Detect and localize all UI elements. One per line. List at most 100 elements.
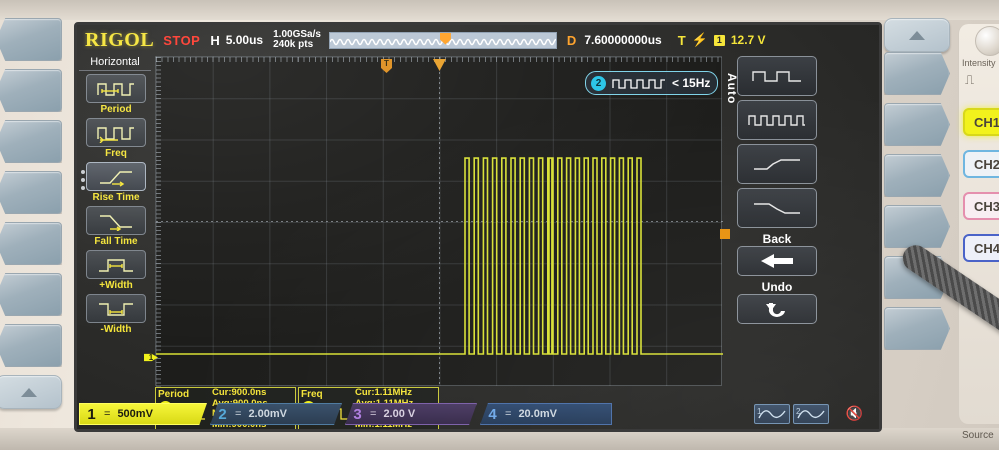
measurement-period-title: Period xyxy=(158,389,190,400)
waveform-icon xyxy=(797,410,825,419)
vertical-center-line xyxy=(439,57,440,387)
right-softkey-3[interactable] xyxy=(884,154,950,197)
channel-1-status[interactable]: 1 = 500mV xyxy=(79,403,207,425)
memory-trigger-marker[interactable] xyxy=(439,32,451,45)
freq-counter-channel: 2 xyxy=(591,75,606,91)
channel-4-status[interactable]: 4 = 20.0mV xyxy=(480,403,612,425)
left-softkey-5[interactable] xyxy=(0,222,62,265)
horizontal-section[interactable]: H 5.00us xyxy=(210,33,263,48)
trigger-level-marker[interactable] xyxy=(720,229,730,239)
waveform-grid[interactable]: T 1 xyxy=(144,56,730,387)
left-softkey-4[interactable] xyxy=(0,171,62,214)
bezel-bottom-edge xyxy=(0,428,999,450)
scroll-dots-icon xyxy=(81,170,85,194)
left-softkey-1[interactable] xyxy=(0,18,62,61)
channel-3-coupling: = xyxy=(370,408,377,420)
channel-1-scale: 500mV xyxy=(117,408,153,420)
auto-label: Auto xyxy=(725,73,739,105)
submenu-item-pulse-train[interactable] xyxy=(737,100,817,140)
frequency-counter-badge[interactable]: 2 < 15Hz xyxy=(585,71,718,95)
measurement-freq-title: Freq xyxy=(301,389,323,400)
submenu-item-fall-edge[interactable] xyxy=(737,188,817,228)
pulse-train-icon xyxy=(612,78,665,89)
intensity-knob[interactable] xyxy=(975,26,999,56)
menu-label-positive-width: +Width xyxy=(99,280,133,291)
source-icons: 1 2 xyxy=(754,404,829,424)
submenu-label-undo: Undo xyxy=(761,280,793,294)
trigger-level-value: 12.7 V xyxy=(730,33,766,47)
channel-2-number: 2 xyxy=(218,405,227,423)
source-label: Source xyxy=(962,430,994,441)
right-softkey-4[interactable] xyxy=(884,205,950,248)
run-state-badge[interactable]: STOP xyxy=(163,32,201,48)
right-softkey-1[interactable] xyxy=(884,52,950,95)
horizontal-label: H xyxy=(210,32,220,48)
channel-4-coupling: = xyxy=(505,408,512,420)
trigger-section[interactable]: T ⚡ 1 12.7 V xyxy=(678,32,766,48)
source-icon-2[interactable]: 2 xyxy=(793,404,829,424)
source-icon-2-label: 2 xyxy=(796,407,801,416)
menu-item-period[interactable]: Period xyxy=(86,74,146,115)
memory-depth-value: 240k pts xyxy=(273,39,314,50)
channel-1-number: 1 xyxy=(87,405,96,423)
menu-item-negative-width[interactable]: -Width xyxy=(86,294,146,335)
menu-item-positive-width[interactable]: +Width xyxy=(86,250,146,291)
positive-duty-icon xyxy=(737,56,817,96)
speaker-mute-icon[interactable]: 🔇 xyxy=(845,405,863,421)
right-control-panel xyxy=(958,24,999,424)
menu-label-fall-time: Fall Time xyxy=(94,236,138,247)
left-softkey-3[interactable] xyxy=(0,120,62,163)
channel-3-number: 3 xyxy=(353,405,362,423)
channel-4-number: 4 xyxy=(488,405,497,423)
left-softkey-column xyxy=(0,18,68,432)
fall-time-icon xyxy=(86,206,146,235)
rise-time-icon xyxy=(86,162,146,191)
acquisition-info: 1.00GSa/s 240k pts xyxy=(273,29,321,51)
channel-1-ground-marker[interactable]: 1 xyxy=(144,353,158,362)
menu-item-rise-time[interactable]: Rise Time xyxy=(81,162,146,203)
menu-item-freq[interactable]: Freq xyxy=(86,118,146,159)
period-icon xyxy=(86,74,146,103)
channel-2-status[interactable]: 2 = 2.00mV xyxy=(210,403,342,425)
submenu-item-undo[interactable]: Undo xyxy=(737,280,817,324)
right-page-up-button[interactable] xyxy=(884,18,950,52)
channel-4-scale: 20.0mV xyxy=(518,408,557,420)
submenu-label-back: Back xyxy=(762,232,792,246)
back-arrow-icon xyxy=(737,246,817,276)
channel-3-scale: 2.00 V xyxy=(383,408,416,420)
left-softkey-6[interactable] xyxy=(0,273,62,316)
left-softkey-2[interactable] xyxy=(0,69,62,112)
right-softkey-column xyxy=(884,18,956,432)
measure-menu-header: Horizontal xyxy=(79,55,151,71)
horizontal-scale-value: 5.00us xyxy=(225,33,264,47)
left-page-up-button[interactable] xyxy=(0,375,62,409)
right-softkey-6[interactable] xyxy=(884,307,950,350)
channel-1-trace xyxy=(156,157,723,355)
memory-navigation-bar[interactable] xyxy=(328,31,557,49)
right-softkey-2[interactable] xyxy=(884,103,950,146)
channel-3-status[interactable]: 3 = 2.00 V xyxy=(345,403,477,425)
menu-item-fall-time[interactable]: Fall Time xyxy=(86,206,146,247)
submenu-item-rise-edge[interactable] xyxy=(737,144,817,184)
trigger-position-marker[interactable]: T xyxy=(381,59,392,73)
measure-submenu: Back Undo xyxy=(737,56,817,401)
menu-label-freq: Freq xyxy=(105,148,127,159)
menu-label-period: Period xyxy=(100,104,132,115)
delay-label: D xyxy=(566,32,577,48)
channel-1-button[interactable]: CH1 xyxy=(963,108,999,136)
delay-section[interactable]: D 7.60000000us xyxy=(567,33,662,48)
display-screen: RIGOL STOP H 5.00us 1.00GSa/s 240k pts D… xyxy=(77,25,879,429)
negative-width-icon xyxy=(86,294,146,323)
channel-4-button[interactable]: CH4 xyxy=(963,234,999,262)
channel-3-button[interactable]: CH3 xyxy=(963,192,999,220)
channel-2-button[interactable]: CH2 xyxy=(963,150,999,178)
trigger-source-badge: 1 xyxy=(713,34,725,46)
trigger-label: T xyxy=(677,32,686,48)
positive-width-icon xyxy=(86,250,146,279)
submenu-item-positive-duty[interactable] xyxy=(737,56,817,96)
rigol-logo: RIGOL xyxy=(85,28,155,51)
left-softkey-7[interactable] xyxy=(0,324,62,367)
source-icon-1[interactable]: 1 xyxy=(754,404,790,424)
submenu-item-back[interactable]: Back xyxy=(737,232,817,276)
